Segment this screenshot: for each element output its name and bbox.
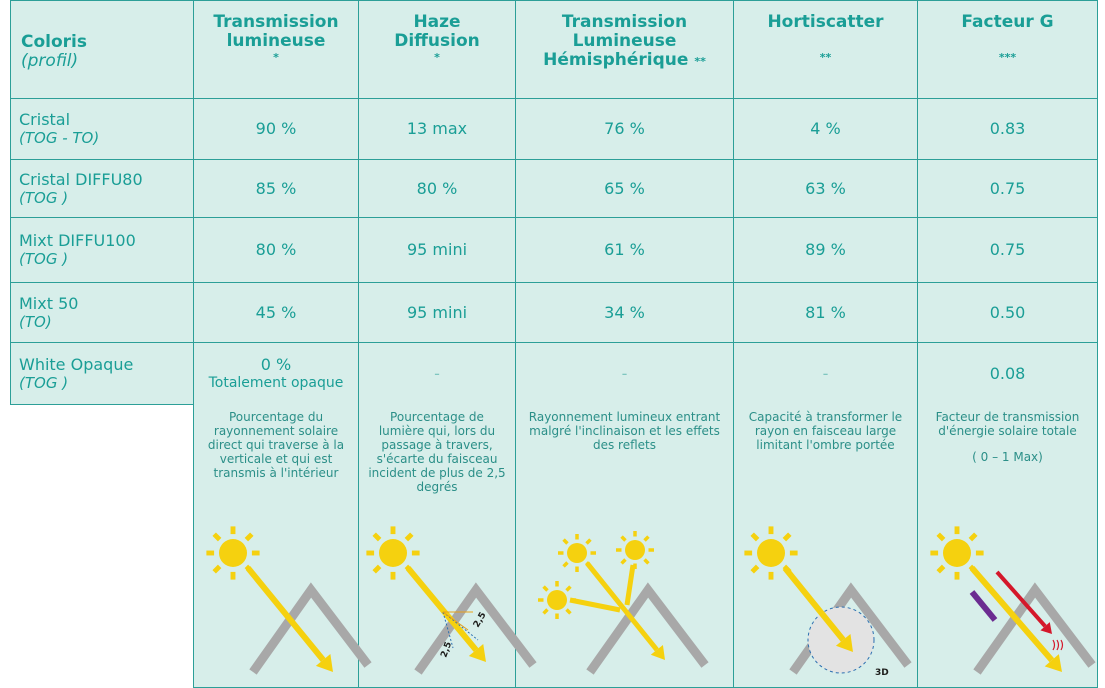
sun-ray <box>214 534 219 539</box>
sun-ray <box>938 566 943 571</box>
ray <box>972 568 1052 660</box>
sun-ray <box>622 560 626 564</box>
ray <box>570 600 620 610</box>
sun-ray <box>374 566 379 571</box>
sun-ray <box>544 610 548 614</box>
sun-ray <box>406 534 411 539</box>
ray-uv <box>972 592 995 620</box>
roof <box>977 590 1092 672</box>
sun-ray <box>587 540 591 544</box>
sun-ray <box>544 587 548 591</box>
sun-ray <box>970 534 975 539</box>
sun-ray <box>752 534 757 539</box>
sun-ray <box>246 534 251 539</box>
sun-ray <box>214 566 219 571</box>
sun-ray <box>645 560 649 564</box>
sun <box>219 539 247 567</box>
sun-ray <box>622 537 626 541</box>
sun-ray <box>374 534 379 539</box>
sun-ray <box>938 534 943 539</box>
sun <box>379 539 407 567</box>
roof <box>253 590 368 672</box>
icons: 2,52,53D <box>0 0 1105 688</box>
icon-label: 3D <box>875 668 889 678</box>
sun-ray <box>564 563 568 567</box>
sun <box>547 590 567 610</box>
page: Tableau coloris body { margin: 0; width:… <box>0 0 1105 688</box>
sun <box>757 539 785 567</box>
body: {"table": { "header": [ {"lines": ["Colo… <box>0 0 1105 688</box>
sun-ray <box>567 587 571 591</box>
ray <box>627 565 633 605</box>
roof <box>590 590 705 672</box>
sun <box>943 539 971 567</box>
heat <box>1053 640 1063 650</box>
sun-ray <box>567 610 571 614</box>
sun-ray <box>645 537 649 541</box>
sun <box>625 540 645 560</box>
sun-ray <box>752 566 757 571</box>
ray <box>248 568 323 660</box>
sun-ray <box>564 540 568 544</box>
root: Coloris(profil)Transmissionlumineuse*Haz… <box>0 0 1105 688</box>
sun-ray <box>784 534 789 539</box>
icon-label: 2,5 <box>472 611 489 630</box>
sun <box>567 543 587 563</box>
